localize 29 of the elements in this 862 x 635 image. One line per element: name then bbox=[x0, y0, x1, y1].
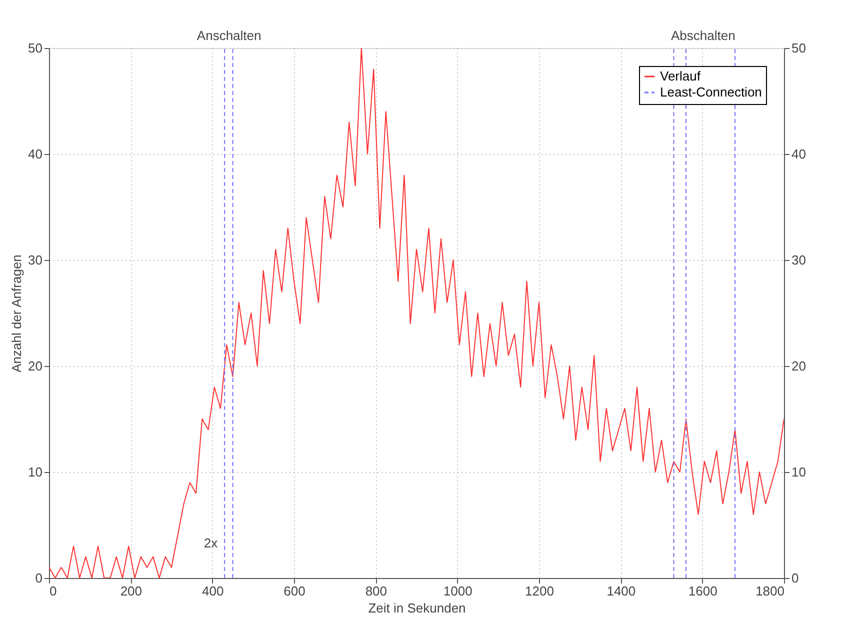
y-tick-label: 0 bbox=[35, 570, 42, 586]
y2-tick-label: 40 bbox=[792, 146, 806, 162]
y2-tick-label: 10 bbox=[792, 464, 806, 480]
x-tick-label: 800 bbox=[365, 584, 388, 598]
legend-label: Verlauf bbox=[660, 68, 701, 84]
y-tick-label: 40 bbox=[28, 146, 42, 162]
y2-tick-label: 50 bbox=[792, 40, 806, 56]
x-tick-label: 0 bbox=[50, 584, 57, 598]
y-axis-title: Anzahl der Anfragen bbox=[9, 254, 24, 372]
x-tick-label: 1200 bbox=[525, 584, 554, 598]
x-tick-label: 1000 bbox=[443, 584, 472, 598]
annotation: 2x bbox=[204, 536, 218, 551]
y-tick-label: 30 bbox=[28, 252, 42, 268]
legend-label: Least-Connection bbox=[660, 84, 762, 100]
x-tick-label: 1800 bbox=[756, 584, 784, 598]
y-tick-label: 20 bbox=[28, 358, 42, 374]
y2-tick-label: 20 bbox=[792, 358, 806, 374]
text: Abschalten bbox=[670, 28, 736, 43]
x-axis-title: Zeit in Sekunden bbox=[368, 600, 466, 616]
x-tick-label: 1600 bbox=[688, 584, 718, 598]
y-tick-label: 50 bbox=[28, 40, 42, 56]
y-tick-label: 10 bbox=[28, 464, 42, 480]
y2-tick-label: 30 bbox=[792, 252, 806, 268]
text: Anschalten bbox=[196, 28, 262, 43]
x-tick-label: 200 bbox=[120, 584, 142, 598]
x-tick-label: 400 bbox=[202, 584, 224, 598]
x-tick-label: 1400 bbox=[606, 584, 636, 598]
y2-tick-label: 0 bbox=[792, 570, 799, 586]
x-tick-label: 600 bbox=[284, 584, 306, 598]
